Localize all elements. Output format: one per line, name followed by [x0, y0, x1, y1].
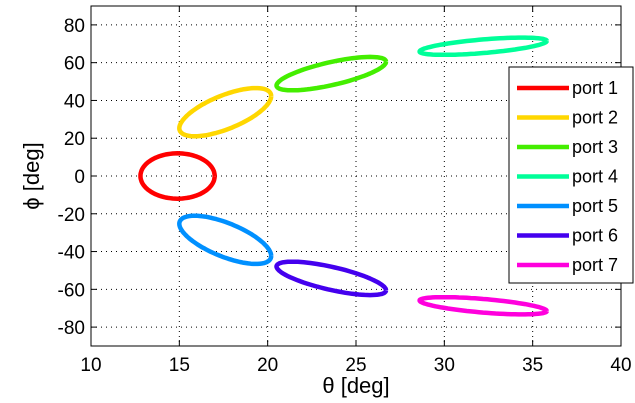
x-tick-label: 30 [434, 355, 455, 376]
y-tick-label: 0 [74, 167, 85, 188]
y-tick-label: -80 [58, 318, 85, 339]
x-tick-label: 15 [169, 355, 190, 376]
series-curve-port-4 [417, 35, 550, 58]
y-tick-label: 60 [64, 54, 85, 75]
series-curve-port-1 [138, 151, 217, 201]
grid [91, 6, 621, 346]
legend-label: port 1 [572, 78, 618, 98]
y-tick-label: -60 [58, 280, 85, 301]
x-tick-label: 25 [345, 355, 366, 376]
y-tick-labels: -80 -60 -40 -20 0 20 40 60 80 [58, 16, 85, 339]
series-curve-port-3 [274, 54, 389, 93]
series-curve-port-2 [177, 85, 274, 139]
legend-label: port 4 [572, 167, 618, 187]
y-tick-label: -20 [58, 205, 85, 226]
series-curve-port-7 [417, 294, 550, 317]
x-tick-label: 40 [610, 355, 631, 376]
legend-label: port 7 [572, 255, 618, 275]
y-axis-label: ϕ [deg] [19, 142, 44, 209]
y-tick-label: 40 [64, 91, 85, 112]
series-curve-port-5 [177, 213, 274, 267]
x-tick-label: 20 [257, 355, 278, 376]
x-tick-label: 10 [80, 355, 101, 376]
x-axis-label: θ [deg] [322, 373, 389, 398]
y-tick-label: 20 [64, 129, 85, 150]
legend: port 1 port 2 port 3 port 4 port 5 port 6 port… [508, 66, 634, 284]
legend-label: port 3 [572, 137, 618, 157]
legend-label: port 2 [572, 108, 618, 128]
legend-label: port 5 [572, 196, 618, 216]
series-layer [138, 35, 550, 317]
legend-label: port 6 [572, 226, 618, 246]
series-curve-port-6 [274, 259, 389, 298]
y-tick-label: 80 [64, 16, 85, 37]
x-tick-labels: 10 15 20 25 30 35 40 [80, 355, 631, 376]
y-tick-label: -40 [58, 243, 85, 264]
x-tick-label: 35 [522, 355, 543, 376]
